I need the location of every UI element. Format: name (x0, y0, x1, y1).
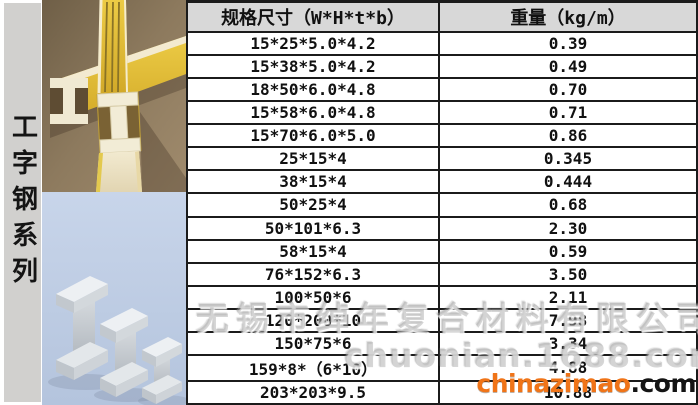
weight-cell: 0.39 (438, 33, 696, 55)
weight-cell: 0.49 (438, 56, 696, 78)
spec-cell: 50*25*4 (279, 195, 347, 215)
weight-cell: 7.98 (438, 309, 696, 331)
spec-cell: 58*15*4 (279, 241, 347, 261)
spec-cell: 15*25*5.0*4.2 (250, 34, 376, 54)
weight-cell: 4.88 (438, 355, 696, 380)
weight-cell: 0.68 (438, 194, 696, 216)
weight-cell: 0.345 (438, 148, 696, 170)
spec-table: 规格尺寸（W*H*t*b） 重量（kg/m） 15*25*5.0*4.2 0.3… (186, 0, 698, 405)
spec-cell: 15*58*6.0*4.8 (250, 103, 376, 123)
weight-cell: 0.59 (438, 240, 696, 262)
spec-cell: 159*8*（6*10） (248, 359, 378, 379)
table-row: 50*101*6.3 2.30 (188, 217, 696, 241)
weight-cell: 0.71 (438, 102, 696, 124)
spec-cell: 100*50*6 (274, 287, 352, 307)
spec-cell: 120*200*10 (264, 310, 362, 330)
table-row: 50*25*4 0.68 (188, 194, 696, 218)
table-row: 120*200*10 7.98 (188, 309, 696, 333)
spec-cell: 15*38*5.0*4.2 (250, 57, 376, 77)
weight-cell: 3.50 (438, 263, 696, 285)
logo-suffix-text: .com (630, 369, 696, 398)
weight-cell: 10.88 (438, 381, 696, 403)
weight-cell: 0.86 (438, 125, 696, 147)
yellow-ibeam-photo (42, 0, 186, 192)
table-row: 25*15*4 0.345 (188, 148, 696, 172)
table-row: 159*8*（6*10） 4.88 (188, 355, 696, 382)
spec-cell: 18*50*6.0*4.8 (250, 80, 376, 100)
spec-cell: 25*15*4 (279, 149, 347, 169)
spec-cell: 38*15*4 (279, 172, 347, 192)
table-row: 18*50*6.0*4.8 0.70 (188, 79, 696, 103)
table-row: 15*25*5.0*4.2 0.39 (188, 33, 696, 57)
table-row: 15*58*6.0*4.8 0.71 (188, 102, 696, 126)
series-title: 工字钢系列 (7, 112, 38, 293)
gray-ibeam-photo (42, 192, 186, 405)
weight-cell: 2.30 (438, 217, 696, 239)
table-row: 150*75*6 3.34 (188, 332, 696, 356)
spec-cell: 203*203*9.5 (260, 382, 366, 402)
weight-cell: 3.34 (438, 332, 696, 354)
table-row: 38*15*4 0.444 (188, 171, 696, 195)
weight-cell: 0.444 (438, 171, 696, 193)
logo-orange-text: chinazimao (476, 369, 631, 398)
spec-table-body: 15*25*5.0*4.2 0.39 15*38*5.0*4.2 0.49 18… (188, 33, 696, 405)
spec-table-header: 规格尺寸（W*H*t*b） 重量（kg/m） (188, 0, 696, 33)
table-row: 100*50*6 2.11 (188, 286, 696, 310)
series-sidebar-panel: 工字钢系列 (4, 3, 41, 402)
table-row: 15*70*6.0*5.0 0.86 (188, 125, 696, 149)
table-row: 58*15*4 0.59 (188, 240, 696, 264)
spec-cell: 50*101*6.3 (264, 218, 362, 238)
weight-cell: 2.11 (438, 286, 696, 308)
header-spec-dimensions: 规格尺寸（W*H*t*b） (221, 8, 405, 29)
series-sidebar: 工字钢系列 (0, 0, 42, 405)
spec-cell: 150*75*6 (274, 333, 352, 353)
weight-cell: 0.70 (438, 79, 696, 101)
chinazimao-logo-watermark: chinazimao.com (476, 371, 696, 396)
table-row: 203*203*9.5 10.88 (188, 381, 696, 405)
header-weight: 重量（kg/m） (438, 3, 696, 31)
spec-cell: 15*70*6.0*5.0 (250, 126, 376, 146)
table-row: 76*152*6.3 3.50 (188, 263, 696, 287)
spec-cell: 76*152*6.3 (264, 264, 362, 284)
product-photos (42, 0, 186, 405)
table-row: 15*38*5.0*4.2 0.49 (188, 56, 696, 80)
